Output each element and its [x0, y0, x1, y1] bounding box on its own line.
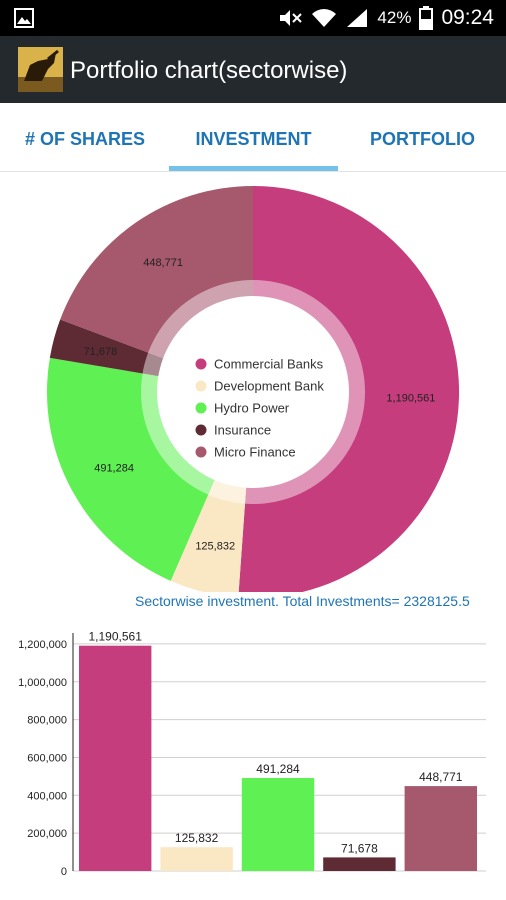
- y-tick-label: 1,200,000: [18, 639, 67, 651]
- legend-swatch-development-bank: [195, 380, 207, 392]
- bar-value-label: 125,832: [175, 831, 219, 845]
- wifi-icon: [312, 9, 337, 27]
- sector-bar-chart[interactable]: 1,190,561 125,832 491,284 71,678 448,771 0 20…: [0, 625, 506, 895]
- tab-portfolio[interactable]: PORTFOLIO: [370, 129, 475, 149]
- y-tick-label: 0: [61, 866, 67, 878]
- donut-value-label: 1,190,561: [386, 393, 435, 405]
- bar-value-label: 448,771: [419, 770, 463, 784]
- legend-label-insurance: Insurance: [214, 423, 271, 438]
- status-bar: 42% 09:24: [0, 0, 506, 36]
- signal-icon: [347, 9, 368, 27]
- legend-label-hydro-power: Hydro Power: [214, 401, 290, 416]
- bull-logo-icon[interactable]: [18, 47, 63, 92]
- donut-value-label: 71,678: [84, 346, 118, 358]
- bar-insurance[interactable]: [323, 857, 396, 871]
- donut-value-label: 491,284: [94, 462, 134, 474]
- bar-commercial-banks[interactable]: [79, 645, 152, 871]
- bar-value-label: 71,678: [341, 841, 378, 855]
- legend-label-development-bank: Development Bank: [214, 379, 324, 394]
- tab-number-of-shares[interactable]: # OF SHARES: [24, 129, 146, 149]
- sector-donut-chart[interactable]: 1,190,561 125,832 491,284 71,678 448,771 Com…: [0, 172, 506, 592]
- gallery-icon: [14, 8, 34, 28]
- donut-value-label: 125,832: [195, 540, 235, 552]
- legend-swatch-hydro-power: [195, 402, 207, 414]
- bar-value-label: 491,284: [256, 762, 300, 776]
- app-bar: [0, 36, 506, 103]
- y-tick-label: 400,000: [27, 790, 67, 802]
- chart-description: Sectorwise investment. Total Investments…: [135, 593, 470, 609]
- bar-value-label: 1,190,561: [89, 630, 143, 644]
- status-icons: 42% 09:24: [277, 0, 494, 36]
- legend-swatch-commercial-banks: [195, 358, 207, 370]
- legend-label-micro-finance: Micro Finance: [214, 445, 296, 460]
- donut-hole: [157, 296, 349, 488]
- y-tick-label: 200,000: [27, 828, 67, 840]
- mute-icon: [280, 10, 303, 26]
- bar-micro-finance[interactable]: [404, 786, 477, 871]
- tab-investment[interactable]: INVESTMENT: [169, 103, 338, 171]
- legend-swatch-micro-finance: [195, 446, 207, 458]
- y-tick-label: 600,000: [27, 752, 67, 764]
- tab-bar: # OF SHARES INVESTMENT PORTFOLIO: [0, 103, 506, 172]
- battery-percent: 42%: [377, 8, 412, 27]
- y-tick-label: 1,000,000: [18, 677, 67, 689]
- bar-development-bank[interactable]: [160, 847, 233, 871]
- donut-value-label: 448,771: [143, 257, 183, 269]
- bar-hydro-power[interactable]: [241, 778, 315, 871]
- legend-label-commercial-banks: Commercial Banks: [214, 357, 324, 372]
- clock: 09:24: [441, 6, 494, 29]
- y-tick-label: 800,000: [27, 715, 67, 727]
- legend-swatch-insurance: [195, 424, 207, 436]
- app-title: Portfolio chart(sectorwise): [70, 57, 348, 84]
- battery-icon: [419, 6, 434, 30]
